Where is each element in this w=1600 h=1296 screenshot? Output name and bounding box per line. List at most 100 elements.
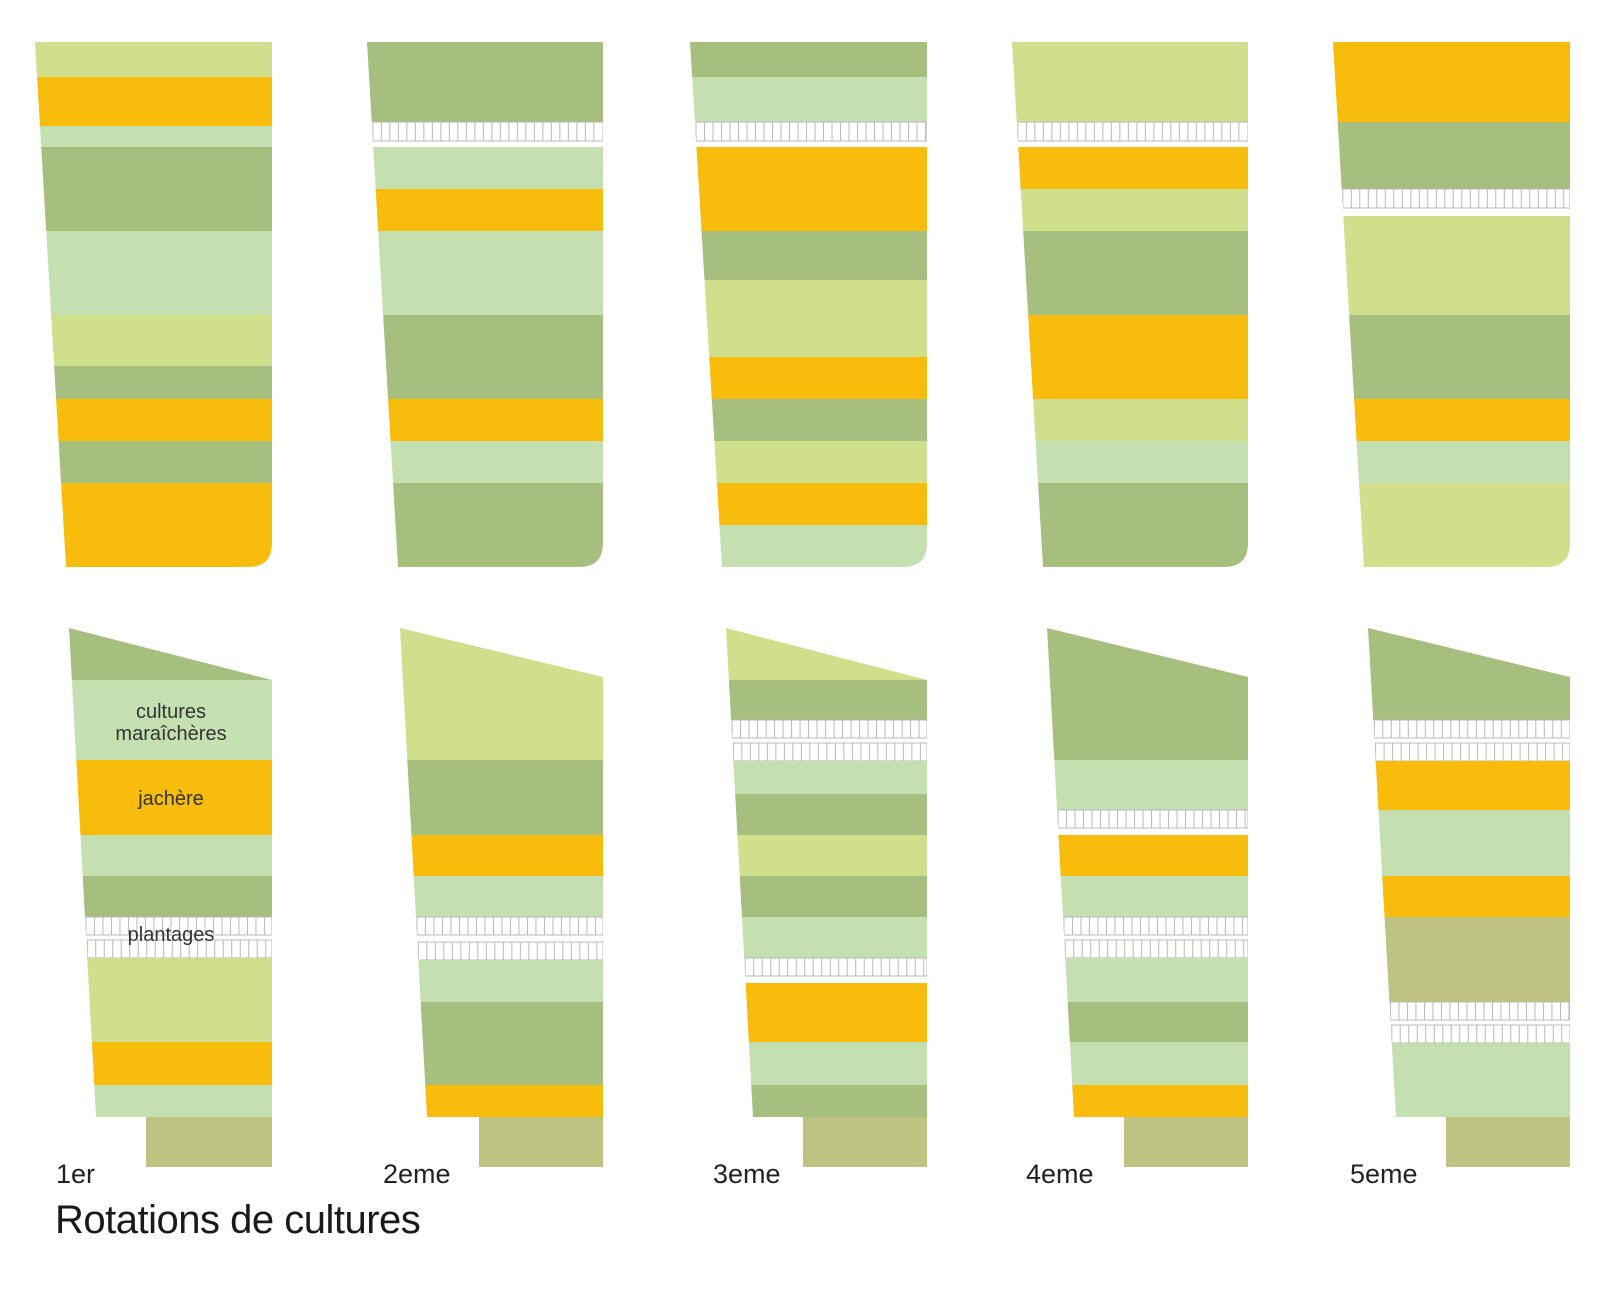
crop-band <box>1047 958 1248 1002</box>
crop-band <box>35 441 272 483</box>
crop-band <box>1012 189 1248 231</box>
plantage-strip <box>417 941 603 961</box>
crop-band <box>69 876 272 917</box>
crop-band <box>400 1002 603 1085</box>
crop-band <box>1047 835 1248 876</box>
crop-band <box>1012 231 1248 315</box>
crop-band <box>1333 441 1570 483</box>
crop-band <box>1012 42 1248 122</box>
crop-band <box>1047 760 1248 810</box>
crop-band <box>35 399 272 441</box>
crop-band <box>726 761 927 794</box>
plantage-strip <box>1389 1001 1570 1021</box>
crop-band <box>35 42 272 77</box>
crop-band <box>35 147 272 231</box>
crop-band <box>726 917 927 958</box>
plot-bands <box>1012 42 1248 567</box>
rotation-label-2: 2eme <box>383 1159 451 1189</box>
crop-band <box>400 835 603 876</box>
crop-band <box>35 315 272 366</box>
plot-extension <box>479 1117 603 1167</box>
crop-band <box>69 958 272 1042</box>
plantage-strip <box>1057 809 1248 829</box>
plantage-strip <box>1064 939 1248 959</box>
crop-band <box>400 760 603 835</box>
diagram-title: Rotations de cultures <box>55 1198 421 1242</box>
plantage-strip <box>1391 1024 1570 1044</box>
crop-band <box>1333 122 1570 189</box>
bottom-plot-1 <box>69 628 272 1167</box>
bottom-plot-4 <box>1047 628 1248 1167</box>
crop-band <box>35 126 272 147</box>
crop-band <box>367 315 603 399</box>
label-plantages: plantages <box>128 924 215 946</box>
crop-band <box>690 42 927 77</box>
plantage-strip <box>1017 121 1248 142</box>
crop-band <box>367 441 603 483</box>
crop-band <box>69 835 272 876</box>
top-plot-5 <box>1333 42 1570 567</box>
crop-band <box>69 760 272 835</box>
crop-band <box>726 794 927 835</box>
plantage-strip <box>1375 742 1570 762</box>
rotation-label-3: 3eme <box>713 1159 781 1189</box>
bottom-row-plots <box>69 628 1570 1167</box>
crop-band <box>690 357 927 399</box>
crop-band <box>1047 876 1248 917</box>
crop-band <box>400 960 603 1002</box>
crop-band <box>1012 441 1248 483</box>
crop-band <box>1368 876 1570 917</box>
top-row-plots <box>35 42 1570 567</box>
crop-band <box>69 1085 272 1117</box>
crop-band <box>726 835 927 876</box>
crop-band <box>1012 315 1248 399</box>
crop-band <box>726 680 927 720</box>
plantage-strip <box>1373 719 1570 739</box>
crop-band <box>367 399 603 441</box>
crop-band <box>1047 1042 1248 1085</box>
plantage-strip <box>732 742 927 762</box>
crop-band <box>726 876 927 917</box>
crop-band <box>1333 42 1570 122</box>
crop-band <box>35 483 272 567</box>
top-plot-3 <box>690 42 927 567</box>
crop-band <box>1047 1085 1248 1117</box>
rotation-label-5: 5eme <box>1350 1159 1418 1189</box>
plot-bands <box>726 628 927 1117</box>
crop-band <box>69 1042 272 1085</box>
plantage-strip <box>695 121 927 142</box>
crop-band <box>1333 216 1570 315</box>
crop-band <box>367 42 603 122</box>
crop-band <box>1333 315 1570 399</box>
crop-band <box>1333 483 1570 567</box>
crop-band <box>726 1042 927 1085</box>
plot-bands <box>69 628 272 1117</box>
crop-band <box>1368 810 1570 876</box>
label-cultures: cultures <box>136 701 206 723</box>
crop-band <box>726 983 927 1042</box>
crop-band <box>690 483 927 525</box>
crop-band <box>690 77 927 122</box>
diagram-labels: cultures maraîchères jachère plantages <box>115 701 226 946</box>
plot-bands <box>1047 628 1248 1117</box>
plot-bands <box>1333 42 1570 567</box>
crop-band <box>35 366 272 399</box>
label-maraicheres: maraîchères <box>115 723 226 745</box>
crop-band <box>726 1085 927 1117</box>
bottom-plot-3 <box>726 628 927 1167</box>
crop-band <box>400 876 603 917</box>
top-plot-1 <box>35 42 272 567</box>
crop-band <box>1368 1043 1570 1117</box>
crop-band <box>690 525 927 567</box>
top-plot-2 <box>367 42 603 567</box>
plot-bands <box>1368 628 1570 1117</box>
crop-band <box>1047 1002 1248 1042</box>
crop-band <box>69 680 272 760</box>
plantage-strip <box>372 121 603 142</box>
plantage-strip <box>1063 916 1248 936</box>
plot-bands <box>367 42 603 567</box>
crop-band <box>400 1085 603 1117</box>
plot-extension <box>1124 1117 1248 1167</box>
top-plot-4 <box>1012 42 1248 567</box>
